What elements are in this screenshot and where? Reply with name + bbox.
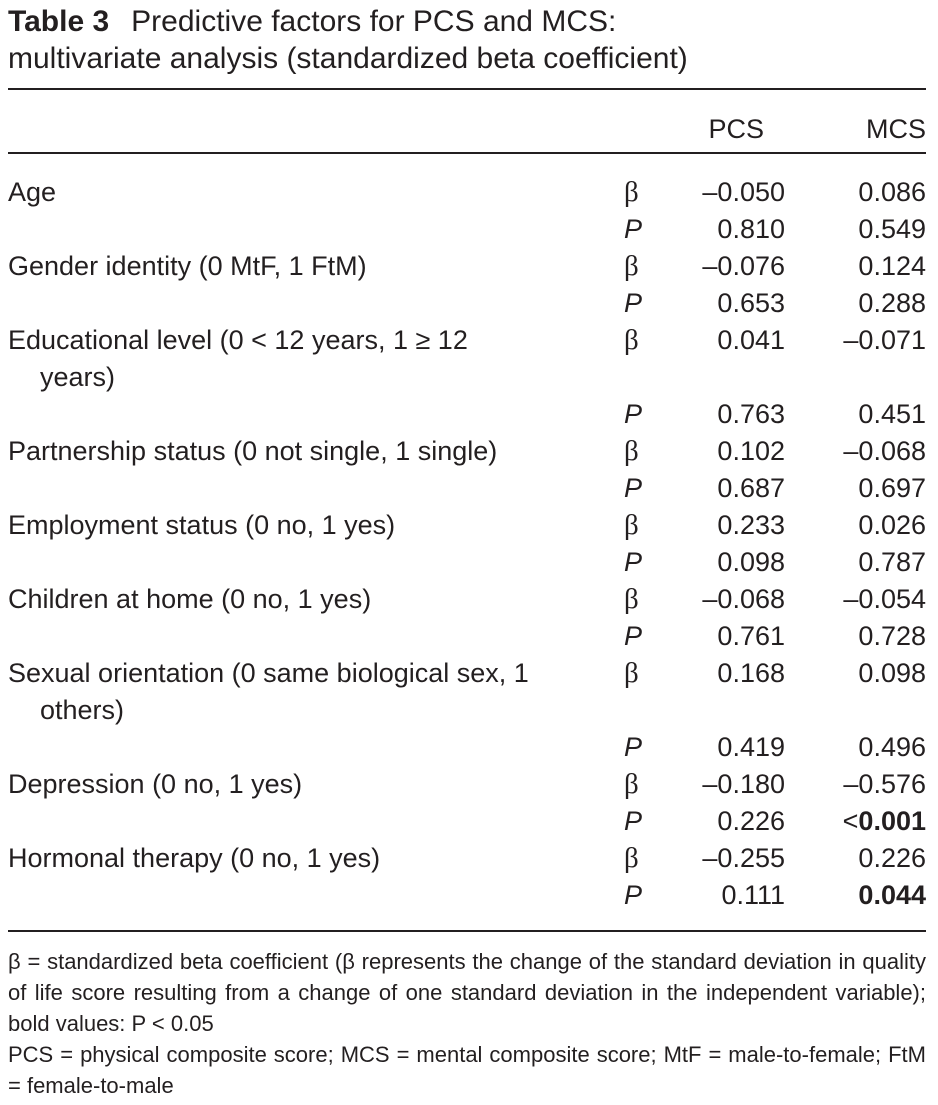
table-row-beta: Hormonal therapy (0 no, 1 yes) β –0.255 … — [8, 840, 926, 877]
pcs-beta-value: 0.233 — [717, 510, 785, 540]
beta-symbol: β — [624, 250, 639, 282]
table-row-p: P 0.419 0.496 — [8, 729, 926, 766]
variable-label: Children at home (0 no, 1 yes) — [8, 584, 372, 614]
pcs-p-value: 0.098 — [717, 547, 785, 577]
mcs-beta-value: 0.226 — [858, 843, 926, 873]
mcs-p-value: 0.496 — [858, 732, 926, 762]
mcs-p-value: 0.288 — [858, 288, 926, 318]
column-header-mcs: MCS — [866, 114, 926, 144]
footnote-abbreviations: PCS = physical composite score; MCS = me… — [8, 1042, 926, 1098]
pcs-p-value: 0.761 — [717, 621, 785, 651]
beta-symbol: β — [624, 583, 639, 615]
pcs-p-value: 0.763 — [717, 399, 785, 429]
top-rule — [8, 88, 926, 90]
variable-label: Educational level (0 < 12 years, 1 ≥ 12 … — [8, 325, 468, 392]
p-symbol: P — [624, 547, 643, 577]
p-symbol: P — [624, 621, 643, 651]
table-body: Age β –0.050 0.086 P 0.810 0.549 Gender … — [8, 174, 926, 914]
mcs-beta-value: 0.026 — [858, 510, 926, 540]
p-symbol: P — [624, 288, 643, 318]
pcs-beta-value: –0.068 — [702, 584, 785, 614]
mcs-p-value-significant: 0.044 — [858, 880, 926, 910]
mcs-beta-value: –0.068 — [843, 436, 926, 466]
table-title: Table 3 Predictive factors for PCS and MC… — [8, 3, 926, 77]
beta-symbol: β — [624, 842, 639, 874]
pcs-beta-value: 0.168 — [717, 658, 785, 688]
table-row-p: P 0.653 0.288 — [8, 285, 926, 322]
beta-symbol: β — [624, 176, 639, 208]
mcs-beta-value: –0.576 — [843, 769, 926, 799]
table-title-line2: multivariate analysis (standardized beta… — [8, 42, 688, 75]
variable-label: Hormonal therapy (0 no, 1 yes) — [8, 843, 381, 873]
variable-label: Partnership status (0 not single, 1 sing… — [8, 436, 498, 466]
variable-label: Gender identity (0 MtF, 1 FtM) — [8, 251, 367, 281]
header-rule — [8, 152, 926, 154]
table-row-p: P 0.111 0.044 — [8, 877, 926, 914]
table-row-beta: Gender identity (0 MtF, 1 FtM) β –0.076 … — [8, 248, 926, 285]
table-row-p: P 0.761 0.728 — [8, 618, 926, 655]
table-row-p: P 0.763 0.451 — [8, 396, 926, 433]
pcs-beta-value: –0.050 — [702, 177, 785, 207]
p-symbol: P — [624, 473, 643, 503]
mcs-beta-value: 0.124 — [858, 251, 926, 281]
pcs-p-value: 0.111 — [721, 880, 785, 910]
variable-label: Employment status (0 no, 1 yes) — [8, 510, 396, 540]
pcs-beta-value: –0.255 — [702, 843, 785, 873]
mcs-p-value: 0.549 — [858, 214, 926, 244]
mcs-beta-value: –0.071 — [843, 325, 926, 355]
significant-value: 0.001 — [858, 806, 926, 836]
pcs-beta-value: 0.041 — [717, 325, 785, 355]
table-row-beta: Employment status (0 no, 1 yes) β 0.233 … — [8, 507, 926, 544]
mcs-beta-value: 0.098 — [858, 658, 926, 688]
mcs-p-value: 0.697 — [858, 473, 926, 503]
bottom-rule — [8, 930, 926, 932]
table-row-beta: Age β –0.050 0.086 — [8, 174, 926, 211]
p-symbol: P — [624, 399, 643, 429]
table-title-line1: Predictive factors for PCS and MCS: — [131, 5, 617, 38]
mcs-p-value: 0.787 — [858, 547, 926, 577]
table-footnotes: β = standardized beta coefficient (β rep… — [8, 946, 926, 1101]
variable-label: Age — [8, 177, 57, 207]
mcs-p-value-significant: <0.001 — [843, 803, 926, 840]
mcs-p-value: 0.451 — [858, 399, 926, 429]
mcs-beta-value: –0.054 — [843, 584, 926, 614]
table-row-beta: Depression (0 no, 1 yes) β –0.180 –0.576 — [8, 766, 926, 803]
table-row-beta: Sexual orientation (0 same biological se… — [8, 655, 926, 729]
column-header-pcs: PCS — [708, 114, 764, 144]
table-row-p: P 0.810 0.549 — [8, 211, 926, 248]
pcs-p-value: 0.653 — [717, 288, 785, 318]
beta-symbol: β — [624, 324, 639, 356]
table-number: Table 3 — [8, 5, 110, 38]
beta-symbol: β — [624, 657, 639, 689]
table-row-p: P 0.687 0.697 — [8, 470, 926, 507]
table-row-p: P 0.226 <0.001 — [8, 803, 926, 840]
pcs-p-value: 0.810 — [717, 214, 785, 244]
table-row-beta: Educational level (0 < 12 years, 1 ≥ 12 … — [8, 322, 926, 396]
p-symbol: P — [624, 806, 643, 836]
pcs-beta-value: –0.180 — [702, 769, 785, 799]
variable-label: Sexual orientation (0 same biological se… — [8, 658, 529, 725]
table-row-beta: Partnership status (0 not single, 1 sing… — [8, 433, 926, 470]
mcs-beta-value: 0.086 — [858, 177, 926, 207]
pcs-p-value: 0.419 — [717, 732, 785, 762]
beta-symbol: β — [624, 509, 639, 541]
p-symbol: P — [624, 880, 643, 910]
pcs-beta-value: –0.076 — [702, 251, 785, 281]
footnote-beta-definition: β = standardized beta coefficient (β rep… — [8, 949, 926, 1036]
beta-symbol: β — [624, 768, 639, 800]
mcs-p-value: 0.728 — [858, 621, 926, 651]
pcs-p-value: 0.687 — [717, 473, 785, 503]
p-symbol: P — [624, 214, 643, 244]
less-than-prefix: < — [842, 806, 859, 836]
pcs-beta-value: 0.102 — [717, 436, 785, 466]
p-symbol: P — [624, 732, 643, 762]
pcs-p-value: 0.226 — [717, 806, 785, 836]
table-row-p: P 0.098 0.787 — [8, 544, 926, 581]
variable-label: Depression (0 no, 1 yes) — [8, 769, 303, 799]
beta-symbol: β — [624, 435, 639, 467]
table-row-beta: Children at home (0 no, 1 yes) β –0.068 … — [8, 581, 926, 618]
